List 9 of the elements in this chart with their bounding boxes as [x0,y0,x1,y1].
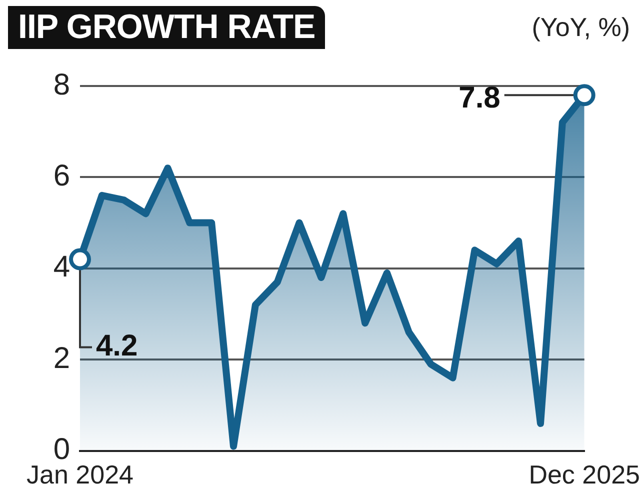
annotation: 7.8 [458,81,500,114]
y-tick-label: 2 [53,342,70,375]
y-tick-label: 6 [53,159,70,192]
x-tick-label: Dec 2025 [528,460,640,490]
annotation: 4.2 [96,330,138,363]
chart-title: IIP GROWTH RATE [8,6,326,49]
y-tick-label: 4 [53,250,70,284]
y-tick-label: 8 [53,68,70,102]
chart-subtitle: (YoY, %) [532,12,630,43]
